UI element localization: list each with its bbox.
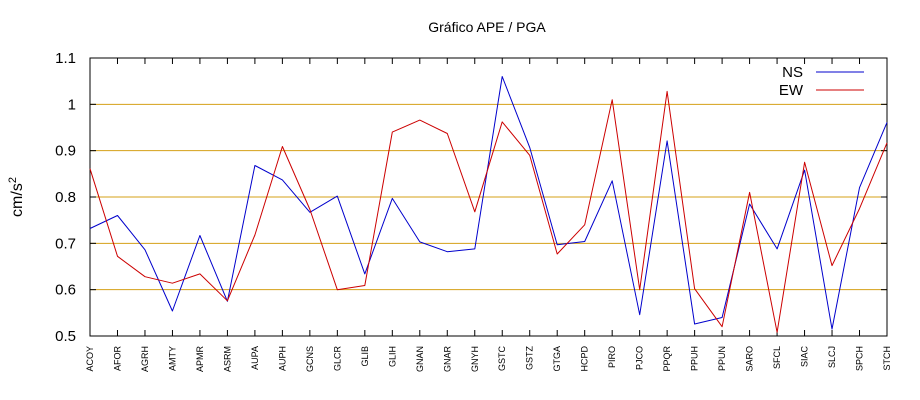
series-line-ew: [89, 90, 888, 333]
x-tick-label: PPUH: [690, 346, 700, 371]
series-line-ns: [89, 76, 888, 330]
x-tick-label: SIAC: [800, 346, 810, 368]
x-tick-label: GNYH: [470, 346, 480, 372]
y-tick-label: 0.7: [55, 235, 76, 252]
y-tick-label: 1.1: [55, 50, 76, 67]
y-axis-label-unit: cm/s: [9, 183, 26, 217]
x-tick-label: PJCO: [635, 346, 645, 370]
x-tick-label: STCH: [882, 346, 892, 371]
x-tick-label: GLCR: [332, 346, 342, 372]
x-tick-label: ACOY: [85, 346, 95, 372]
x-tick-label: GNAN: [415, 346, 425, 372]
x-tick-label: SFCL: [772, 346, 782, 369]
legend-label-ew: EW: [779, 82, 804, 99]
chart-title: Gráfico APE / PGA: [428, 19, 546, 35]
x-tick-label: GTGA: [552, 346, 562, 372]
x-tick-label: GCNS: [305, 346, 315, 372]
x-tick-label: SPCH: [855, 346, 865, 371]
y-tick-label: 0.8: [55, 189, 76, 206]
x-tick-label: HCPD: [580, 346, 590, 372]
x-tick-label: GLIB: [360, 346, 370, 367]
x-tick-label: ASRM: [222, 346, 232, 372]
legend-label-ns: NS: [782, 64, 803, 81]
x-tick-label: GLIH: [387, 346, 397, 367]
x-tick-label: GSTZ: [525, 345, 535, 370]
x-axis-ticks: ACOY AFOR AGRH AMTY APMR ASRM AUPA AUPH GCNS GLCR…: [85, 58, 892, 372]
x-tick-label: AFOR: [112, 346, 122, 372]
x-tick-label: PIRO: [607, 346, 617, 368]
x-tick-label: AUPH: [277, 346, 287, 371]
x-tick-label: AGRH: [140, 346, 150, 372]
y-axis-label: cm/s2: [7, 177, 26, 217]
x-tick-label: SLCJ: [827, 346, 837, 368]
series-lines: [89, 76, 888, 333]
y-axis-label-exponent: 2: [7, 177, 19, 183]
y-tick-label: 0.6: [55, 282, 76, 299]
grid-lines: [90, 103, 887, 291]
x-tick-label: GSTC: [497, 346, 507, 372]
y-axis-ticks: 0.5 0.6 0.7 0.8 0.9 1 1.1: [55, 50, 887, 345]
y-tick-label: 0.9: [55, 143, 76, 160]
y-tick-label: 1: [68, 96, 76, 113]
x-tick-label: SARO: [745, 346, 755, 372]
x-tick-label: PPUN: [717, 346, 727, 371]
y-tick-label: 0.5: [55, 328, 76, 345]
x-tick-label: PPQR: [662, 346, 672, 372]
x-tick-label: AMTY: [167, 346, 177, 371]
x-tick-label: AUPA: [250, 346, 260, 370]
x-tick-label: APMR: [195, 346, 205, 373]
x-tick-label: GNAR: [442, 346, 452, 373]
